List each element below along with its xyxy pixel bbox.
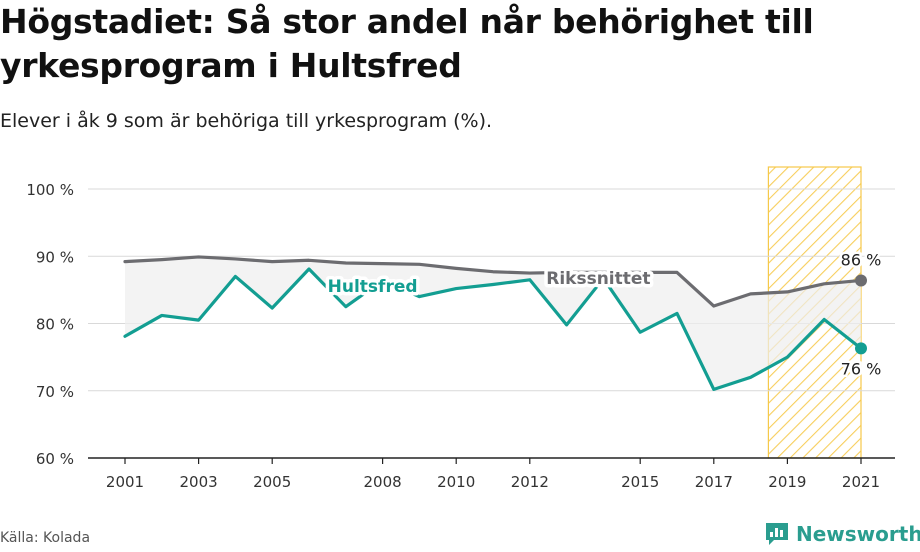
- brand-name: Newsworthy: [796, 522, 920, 546]
- source-note: Källa: Kolada: [0, 530, 91, 546]
- x-tick-label: 2008: [364, 473, 402, 491]
- y-tick-label: 90 %: [36, 248, 74, 266]
- end-point-hultsfred: [855, 342, 867, 355]
- x-tick-label: 2015: [621, 473, 659, 491]
- series-label-rikssnittet: Rikssnittet: [546, 269, 650, 289]
- x-tick-label: 2012: [511, 473, 549, 491]
- y-tick-label: 70 %: [36, 383, 74, 401]
- y-tick-label: 60 %: [36, 450, 74, 468]
- x-tick-label: 2019: [768, 473, 806, 491]
- series-line-hultsfred: [123, 267, 863, 392]
- brand-logo: Newsworthy: [764, 518, 920, 550]
- x-tick-label: 2005: [253, 473, 291, 491]
- end-label-rikssnittet: 86 %: [841, 250, 882, 269]
- y-tick-label: 80 %: [36, 316, 74, 334]
- y-tick-label: 100 %: [26, 181, 74, 199]
- x-tick-label: 2003: [180, 473, 218, 491]
- x-tick-label: 2001: [106, 473, 144, 491]
- series-label-hultsfred: Hultsfred: [328, 277, 418, 297]
- x-tick-label: 2017: [695, 473, 733, 491]
- end-label-hultsfred: 76 %: [841, 359, 882, 378]
- series-line-rikssnittet: [123, 255, 863, 308]
- x-tick-label: 2021: [842, 473, 880, 491]
- x-tick-label: 2010: [437, 473, 475, 491]
- chart-subtitle: Elever i åk 9 som är behöriga till yrkes…: [0, 110, 493, 132]
- end-point-rikssnittet: [855, 274, 867, 287]
- newsworthy-logo-icon: [766, 523, 788, 545]
- gap-area: [125, 256, 861, 390]
- chart-title: Högstadiet: Så stor andel når behörighet…: [0, 2, 814, 85]
